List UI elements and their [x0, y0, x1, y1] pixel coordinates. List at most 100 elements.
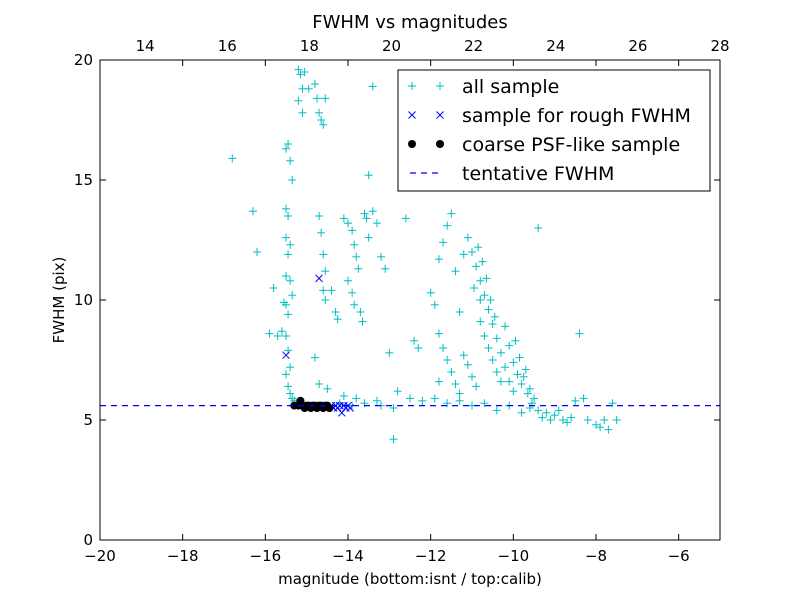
y-axis-label: FWHM (pix)	[50, 257, 68, 344]
data-point-all-sample	[443, 399, 452, 408]
x-axis-label: magnitude (bottom:isnt / top:calib)	[278, 570, 542, 588]
data-point-all-sample	[447, 368, 456, 376]
data-point-all-sample	[509, 358, 518, 367]
data-point-all-sample	[430, 394, 439, 403]
data-point-all-sample	[331, 308, 340, 316]
legend-swatch	[436, 140, 444, 148]
data-point-sample-for-rough-fwhm	[282, 351, 290, 360]
data-point-all-sample	[273, 332, 282, 340]
data-point-all-sample	[284, 310, 293, 319]
data-point-all-sample	[505, 341, 514, 350]
data-point-all-sample	[484, 344, 493, 352]
data-point-all-sample	[321, 267, 330, 276]
data-point-all-sample	[350, 240, 359, 249]
data-point-all-sample	[277, 327, 286, 336]
data-point-all-sample	[496, 377, 505, 386]
data-point-all-sample	[451, 380, 460, 388]
data-point-all-sample	[348, 226, 357, 235]
data-point-all-sample	[434, 329, 443, 338]
data-point-all-sample	[517, 380, 526, 388]
data-point-all-sample	[358, 317, 367, 326]
data-point-all-sample	[478, 257, 487, 266]
data-point-all-sample	[313, 94, 321, 103]
data-point-all-sample	[288, 291, 297, 300]
data-point-all-sample	[282, 144, 290, 153]
data-point-all-sample	[470, 284, 479, 292]
data-point-all-sample	[604, 425, 613, 434]
data-point-all-sample	[339, 392, 348, 400]
data-point-all-sample	[443, 221, 452, 230]
data-point-all-sample	[488, 320, 497, 328]
data-point-all-sample	[344, 219, 352, 228]
data-point-all-sample	[558, 416, 567, 424]
data-point-all-sample	[284, 212, 293, 220]
data-point-all-sample	[519, 372, 528, 381]
data-point-all-sample	[282, 332, 290, 340]
data-point-all-sample	[515, 353, 524, 362]
data-point-all-sample	[282, 370, 290, 379]
data-point-all-sample	[360, 209, 369, 218]
data-point-all-sample	[352, 252, 361, 261]
chart-title: FWHM vs magnitudes	[312, 12, 507, 33]
data-point-all-sample	[579, 394, 588, 403]
data-point-all-sample	[492, 406, 501, 415]
series-coarse-psf-like-sample	[290, 396, 334, 412]
data-point-all-sample	[513, 370, 522, 379]
data-point-all-sample	[447, 209, 456, 218]
data-point-all-sample	[282, 272, 290, 280]
data-point-all-sample	[521, 365, 530, 374]
data-point-all-sample	[228, 154, 237, 163]
data-point-all-sample	[372, 219, 381, 228]
data-point-all-sample	[501, 363, 510, 372]
data-point-all-sample	[319, 120, 328, 129]
data-point-all-sample	[490, 312, 499, 321]
data-point-all-sample	[348, 288, 357, 297]
data-point-all-sample	[372, 396, 381, 405]
data-point-all-sample	[406, 394, 414, 403]
x-tick-label: −8	[585, 547, 607, 565]
data-point-all-sample	[377, 252, 386, 261]
data-point-all-sample	[284, 382, 293, 391]
x-tick-label: −12	[415, 547, 447, 565]
y-tick-label: 10	[74, 291, 93, 309]
data-point-all-sample	[430, 300, 439, 309]
data-point-all-sample	[368, 82, 377, 91]
data-point-all-sample	[511, 336, 520, 345]
data-point-all-sample	[583, 416, 592, 424]
data-point-all-sample	[474, 243, 483, 252]
data-point-all-sample	[265, 329, 274, 338]
data-point-all-sample	[439, 238, 448, 247]
data-point-all-sample	[393, 387, 402, 396]
data-point-all-sample	[315, 212, 324, 220]
data-point-all-sample	[319, 286, 328, 295]
data-point-all-sample	[304, 84, 313, 93]
legend-swatch	[408, 140, 416, 148]
legend-swatch	[408, 111, 416, 119]
x-tick-label: −6	[668, 547, 690, 565]
data-point-all-sample	[468, 372, 476, 381]
data-point-all-sample	[492, 368, 501, 376]
data-point-all-sample	[608, 399, 617, 408]
y-tick-label: 15	[74, 171, 93, 189]
data-point-all-sample	[488, 356, 497, 364]
data-layer	[100, 65, 720, 444]
data-point-all-sample	[612, 416, 621, 424]
data-point-all-sample	[327, 286, 336, 295]
data-point-all-sample	[455, 396, 464, 405]
legend-label: all sample	[462, 76, 559, 98]
data-point-all-sample	[600, 416, 609, 424]
x-tick-label: −10	[498, 547, 530, 565]
data-point-all-sample	[472, 262, 481, 271]
data-point-all-sample	[286, 389, 295, 398]
legend-items: all sample sample for rough FWHM coarse PS…	[408, 76, 691, 185]
data-point-all-sample	[339, 214, 348, 223]
legend-label: tentative FWHM	[462, 163, 614, 185]
data-point-sample-for-rough-fwhm	[315, 274, 323, 283]
data-point-all-sample	[300, 68, 309, 76]
data-point-all-sample	[381, 264, 390, 273]
data-point-all-sample	[534, 406, 543, 415]
legend-swatch	[436, 111, 444, 119]
data-point-all-sample	[484, 305, 493, 314]
data-point-all-sample	[288, 176, 297, 184]
legend-item-coarse-psf-like-sample: coarse PSF-like sample	[408, 134, 680, 156]
